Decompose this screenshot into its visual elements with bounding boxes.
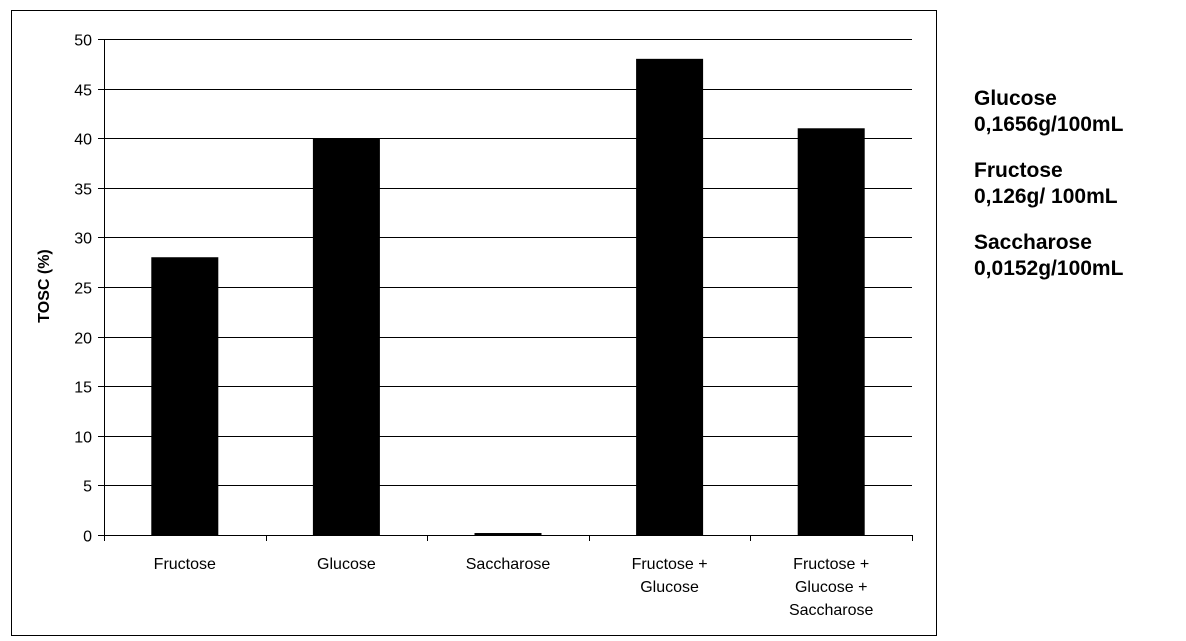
x-tick-label: Glucose + <box>795 579 867 596</box>
side-notes: Glucose 0,1656g/100mL Fructose 0,126g/ 1… <box>974 86 1184 302</box>
note-amount: 0,1656g/100mL <box>974 113 1124 136</box>
bars <box>151 58 865 536</box>
gridlines <box>104 39 912 486</box>
bar <box>474 533 542 535</box>
x-tick-label: Fructose + <box>793 556 869 573</box>
x-tick-label: Glucose <box>640 579 699 596</box>
labels: 0 5 10 15 20 25 30 35 40 45 50 Fructose Glucose Sacch… <box>74 33 873 620</box>
y-tick-label: 10 <box>74 430 92 447</box>
note-saccharose: Saccharose 0,0152g/100mL <box>974 230 1184 282</box>
x-tick-label: Fructose + <box>632 556 708 573</box>
note-amount: 0,126g/ 100mL <box>974 185 1118 208</box>
bar <box>151 257 219 535</box>
y-tick-label: 50 <box>74 33 92 50</box>
chart: 0 5 10 15 20 25 30 35 40 45 50 Fructose Glucose Sacch… <box>11 10 937 636</box>
x-tick-label: Saccharose <box>466 556 551 573</box>
y-tick-label: 5 <box>83 479 92 496</box>
note-fructose: Fructose 0,126g/ 100mL <box>974 158 1184 210</box>
note-amount: 0,0152g/100mL <box>974 257 1124 280</box>
x-tick-label: Fructose <box>154 556 216 573</box>
y-tick-label: 15 <box>74 380 92 397</box>
note-name: Saccharose <box>974 231 1092 254</box>
note-name: Fructose <box>974 159 1063 182</box>
y-tick-label: 45 <box>74 83 92 100</box>
y-tick-label: 20 <box>74 331 92 348</box>
x-tick-label: Glucose <box>317 556 376 573</box>
bar <box>312 138 380 535</box>
bar <box>797 128 865 535</box>
note-name: Glucose <box>974 87 1057 110</box>
y-axis-title: TOSC (%) <box>36 249 53 322</box>
bar <box>636 58 704 536</box>
y-tick-label: 0 <box>83 529 92 546</box>
y-tick-label: 35 <box>74 182 92 199</box>
x-tick-label: Saccharose <box>789 602 874 619</box>
note-glucose: Glucose 0,1656g/100mL <box>974 86 1184 138</box>
axes <box>98 39 913 541</box>
y-tick-label: 40 <box>74 132 92 149</box>
y-tick-label: 30 <box>74 231 92 248</box>
y-tick-label: 25 <box>74 281 92 298</box>
